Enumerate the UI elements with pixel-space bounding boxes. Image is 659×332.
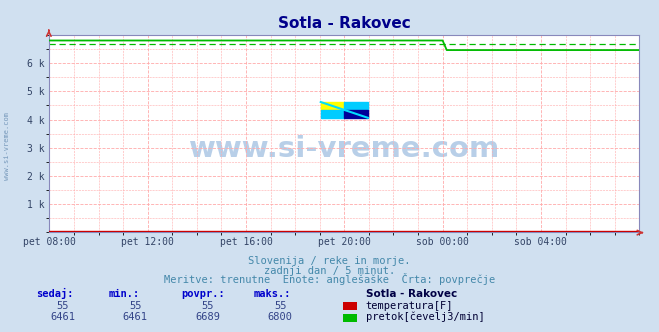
Text: 55: 55 <box>202 301 214 311</box>
Text: 6800: 6800 <box>268 312 293 322</box>
Text: www.si-vreme.com: www.si-vreme.com <box>188 135 500 163</box>
Polygon shape <box>321 110 345 118</box>
Text: pretok[čevelj3/min]: pretok[čevelj3/min] <box>366 312 484 322</box>
Text: www.si-vreme.com: www.si-vreme.com <box>3 112 10 180</box>
Text: 55: 55 <box>274 301 286 311</box>
Polygon shape <box>345 102 368 110</box>
Text: min.:: min.: <box>109 289 140 299</box>
Text: temperatura[F]: temperatura[F] <box>366 301 453 311</box>
Text: 55: 55 <box>129 301 141 311</box>
Text: 6689: 6689 <box>195 312 220 322</box>
Text: sedaj:: sedaj: <box>36 288 74 299</box>
Text: 55: 55 <box>57 301 69 311</box>
Text: 6461: 6461 <box>123 312 148 322</box>
Polygon shape <box>321 102 345 110</box>
Text: Slovenija / reke in morje.: Slovenija / reke in morje. <box>248 256 411 266</box>
Polygon shape <box>345 110 368 118</box>
Text: maks.:: maks.: <box>254 289 291 299</box>
Text: povpr.:: povpr.: <box>181 289 225 299</box>
Text: Sotla - Rakovec: Sotla - Rakovec <box>366 289 457 299</box>
Text: Meritve: trenutne  Enote: anglešaške  Črta: povprečje: Meritve: trenutne Enote: anglešaške Črta… <box>164 273 495 285</box>
Text: 6461: 6461 <box>50 312 75 322</box>
Title: Sotla - Rakovec: Sotla - Rakovec <box>278 16 411 31</box>
Text: zadnji dan / 5 minut.: zadnji dan / 5 minut. <box>264 266 395 276</box>
